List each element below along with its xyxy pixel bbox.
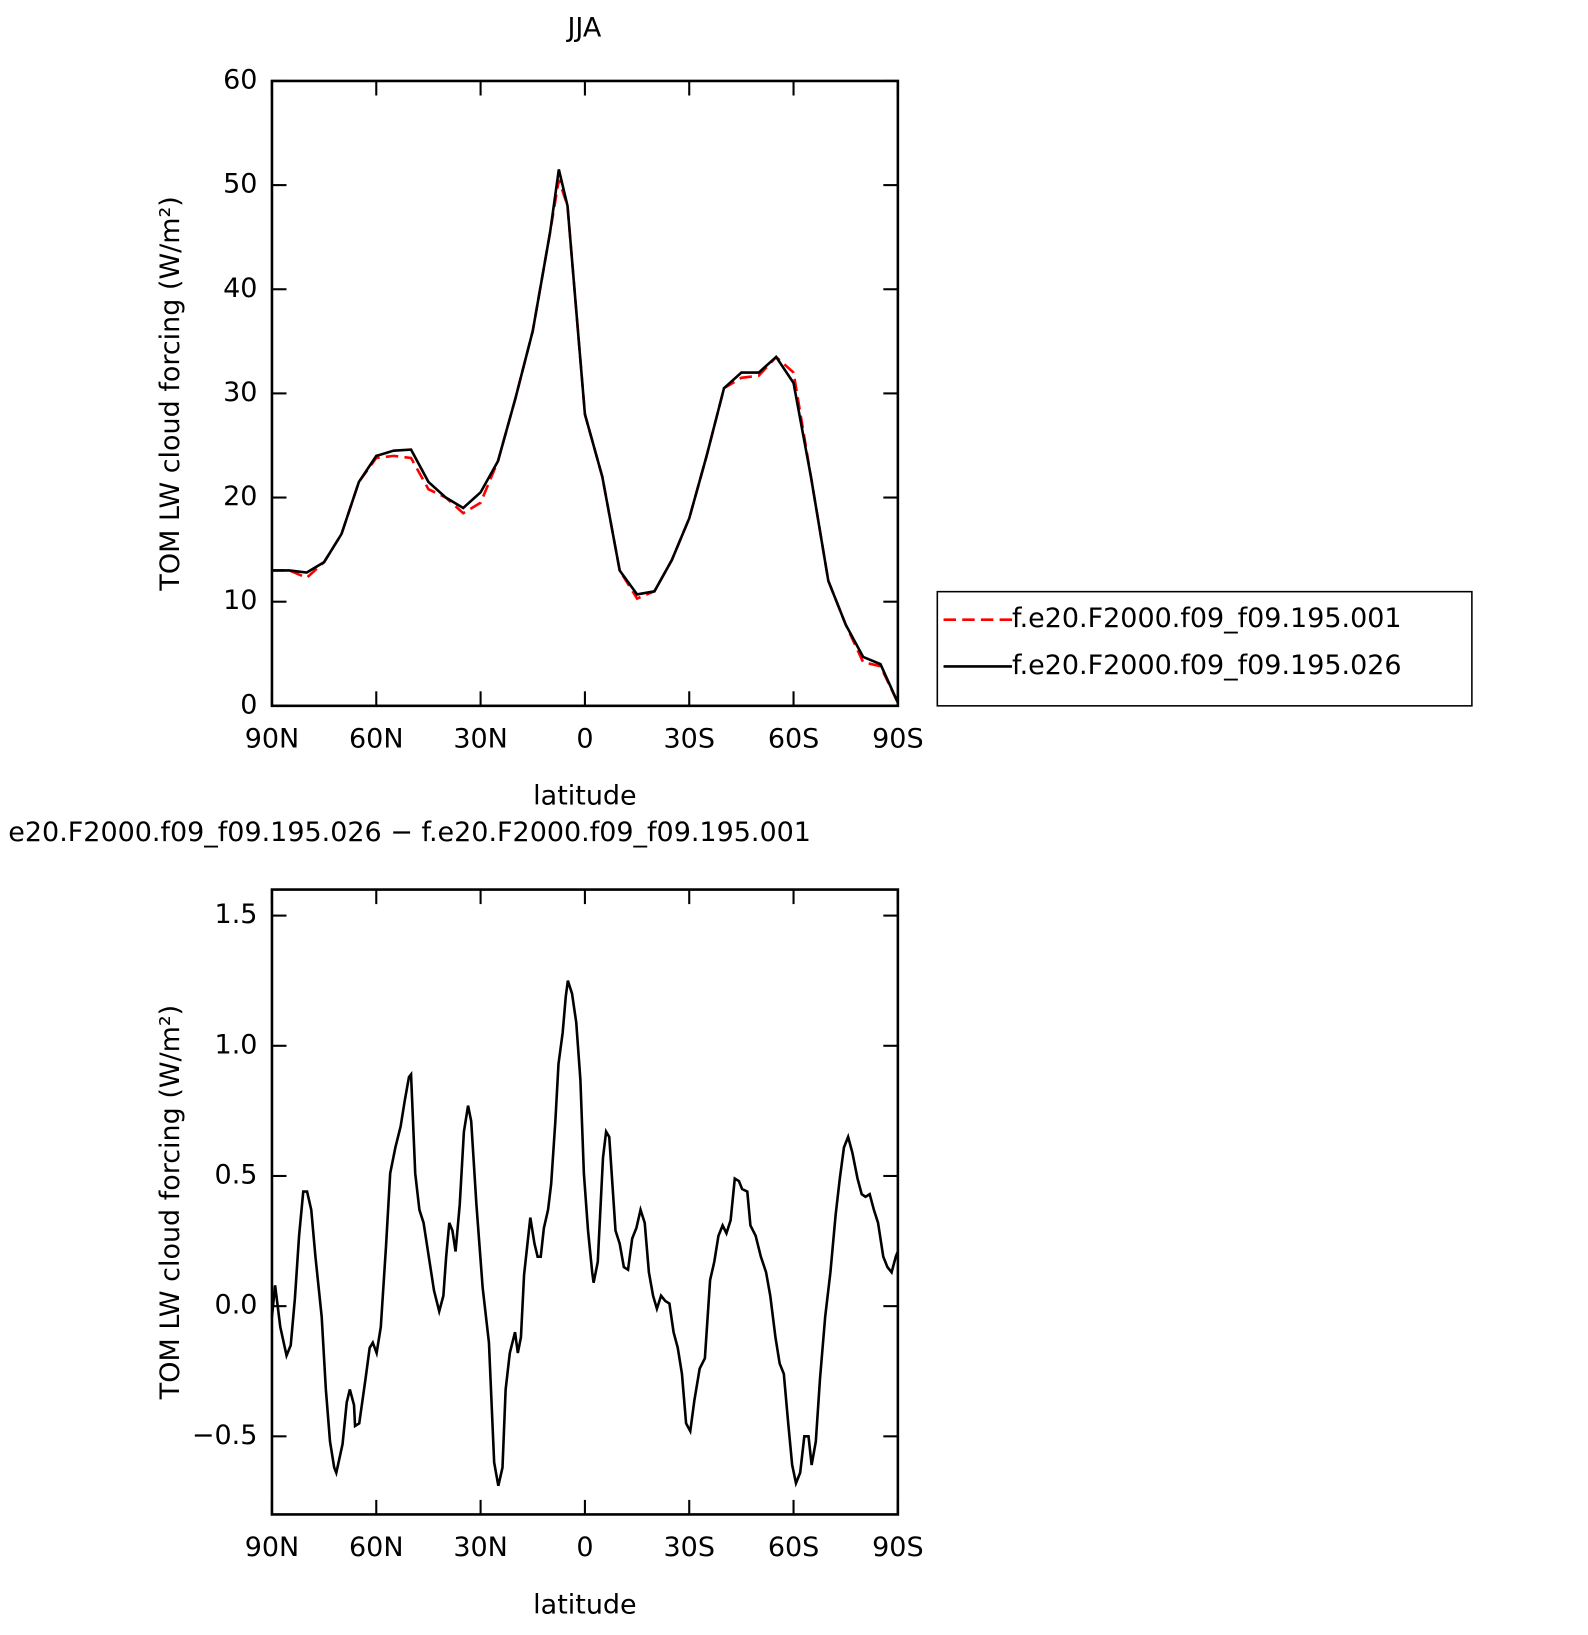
x-tick-label: 30N (453, 724, 508, 755)
y-axis-label: TOM LW cloud forcing (W/m²) (155, 1005, 186, 1400)
y-tick-label: 1.0 (215, 1029, 258, 1060)
legend-label: f.e20.F2000.f09_f09.195.001 (1012, 603, 1402, 634)
x-tick-label: 90S (872, 1532, 923, 1563)
series-line (271, 169, 900, 704)
y-tick-label: 40 (223, 273, 257, 304)
y-axis-label: TOM LW cloud forcing (W/m²) (155, 196, 186, 591)
y-tick-label: −0.5 (192, 1420, 258, 1451)
x-tick-label: 90S (872, 724, 923, 755)
y-tick-label: 0 (240, 689, 257, 720)
y-tick-label: 30 (223, 377, 257, 408)
y-tick-label: 0.5 (215, 1159, 258, 1190)
y-tick-label: 0.0 (215, 1290, 258, 1321)
x-tick-label: 0 (576, 724, 593, 755)
x-tick-label: 30N (453, 1532, 508, 1563)
y-tick-label: 1.5 (215, 899, 258, 930)
x-tick-label: 30S (664, 1532, 715, 1563)
legend-label: f.e20.F2000.f09_f09.195.026 (1012, 650, 1402, 681)
x-axis-label: latitude (533, 1589, 636, 1620)
x-tick-label: 60S (768, 1532, 819, 1563)
x-tick-label: 0 (576, 1532, 593, 1563)
legend-box (936, 590, 1473, 707)
x-tick-label: 90N (245, 724, 300, 755)
plot-area: JJA 0 10 20 30 40 50 60 90N 60N 30N 0 30S 60S 90S latit… (8, 13, 1473, 1620)
x-tick-label: 30S (664, 724, 715, 755)
x-tick-label: 90N (245, 1532, 300, 1563)
chart-title: JJA (565, 13, 601, 44)
y-tick-label: 50 (223, 169, 257, 200)
x-tick-label: 60S (768, 724, 819, 755)
x-tick-label: 60N (349, 724, 404, 755)
y-tick-label: 60 (223, 64, 257, 95)
plot-frame (270, 79, 900, 708)
chart-title: e20.F2000.f09_f09.195.026 − f.e20.F2000.… (8, 817, 811, 848)
y-tick-label: 10 (223, 585, 257, 616)
x-tick-label: 60N (349, 1532, 404, 1563)
series-line (270, 980, 900, 1488)
y-tick-label: 20 (223, 481, 257, 512)
x-axis-label: latitude (533, 781, 636, 812)
